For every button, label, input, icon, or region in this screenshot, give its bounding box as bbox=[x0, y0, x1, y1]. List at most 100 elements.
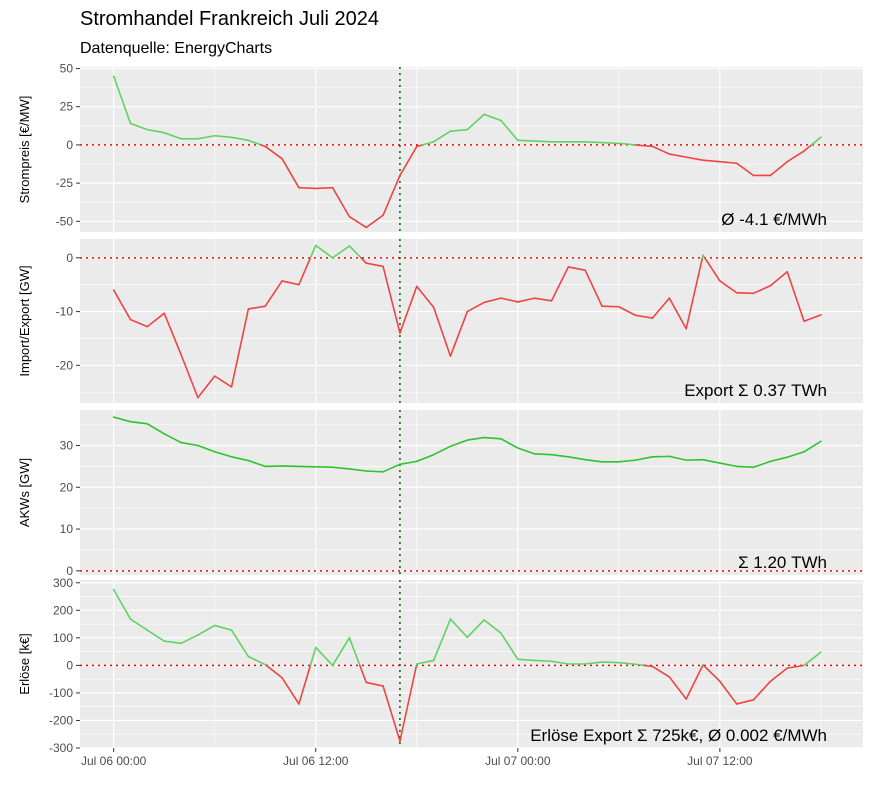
series-segment bbox=[769, 160, 789, 177]
series-segment bbox=[735, 699, 755, 705]
series-segment bbox=[685, 257, 704, 330]
series-segment bbox=[314, 646, 334, 667]
series-segment bbox=[735, 162, 755, 177]
y-tick-label: -20 bbox=[56, 358, 74, 372]
series-segment bbox=[382, 265, 401, 334]
series-segment bbox=[651, 297, 671, 319]
series-segment bbox=[359, 664, 368, 684]
series-segment bbox=[247, 459, 267, 468]
panel-annotation: Export Σ 0.37 TWh bbox=[684, 381, 827, 400]
series-segment bbox=[449, 618, 469, 639]
x-tick-label: Jul 07 12:00 bbox=[687, 754, 753, 768]
series-segment bbox=[399, 460, 418, 466]
series-segment bbox=[634, 314, 654, 319]
series-segment bbox=[197, 444, 216, 453]
series-segment bbox=[803, 440, 822, 453]
series-segment bbox=[382, 463, 401, 473]
series-segment bbox=[432, 130, 452, 143]
series-segment bbox=[298, 186, 317, 190]
series-segment bbox=[668, 297, 687, 330]
series-segment bbox=[163, 131, 182, 140]
series-segment bbox=[382, 174, 401, 216]
y-tick-label: 10 bbox=[60, 522, 74, 536]
series-segment bbox=[618, 459, 637, 463]
series-segment bbox=[112, 588, 132, 620]
series-segment bbox=[146, 629, 165, 642]
series-segment bbox=[719, 462, 738, 468]
series-segment bbox=[298, 664, 312, 705]
series-segment bbox=[584, 458, 603, 463]
panel-background bbox=[80, 410, 863, 575]
series-segment bbox=[769, 270, 789, 287]
y-tick-label: -300 bbox=[49, 741, 73, 755]
series-segment bbox=[769, 667, 789, 683]
series-segment bbox=[601, 661, 620, 664]
series-segment bbox=[483, 297, 502, 304]
series-segment bbox=[517, 297, 536, 303]
x-tick-label: Jul 07 00:00 bbox=[485, 754, 551, 768]
series-segment bbox=[651, 665, 671, 678]
panel-background bbox=[80, 67, 863, 232]
series-segment bbox=[601, 141, 620, 145]
series-segment bbox=[146, 312, 165, 328]
series-segment bbox=[618, 142, 637, 146]
series-segment bbox=[309, 244, 317, 259]
y-axis-title: Erlöse [k€] bbox=[17, 633, 32, 694]
series-segment bbox=[483, 619, 502, 634]
series-segment bbox=[449, 310, 469, 358]
series-segment bbox=[314, 244, 334, 259]
series-segment bbox=[432, 445, 452, 456]
series-segment bbox=[685, 664, 704, 700]
series-segment bbox=[803, 314, 822, 323]
series-segment bbox=[752, 460, 772, 469]
panels-group: 50 25 0 -25 -50 Strompreis [€/MW] Ø -4.1 €/MWh… bbox=[17, 62, 863, 755]
series-segment bbox=[643, 664, 654, 668]
series-segment bbox=[786, 664, 805, 669]
series-segment bbox=[348, 637, 361, 667]
series-segment bbox=[466, 113, 485, 131]
panel-annotation: Σ 1.20 TWh bbox=[738, 553, 827, 572]
series-segment bbox=[719, 280, 738, 294]
y-tick-label: -25 bbox=[56, 176, 74, 190]
series-segment bbox=[466, 619, 485, 639]
panel-background bbox=[80, 239, 863, 403]
series-segment bbox=[685, 156, 704, 161]
series-segment bbox=[584, 661, 603, 665]
series-segment bbox=[533, 453, 553, 456]
y-tick-label: -100 bbox=[49, 686, 73, 700]
y-tick-label: 200 bbox=[53, 603, 73, 617]
series-segment bbox=[483, 436, 502, 440]
series-segment bbox=[786, 270, 805, 323]
series-segment bbox=[415, 659, 435, 665]
y-axis-title: Import/Export [GW] bbox=[17, 265, 32, 376]
series-segment bbox=[432, 618, 452, 662]
series-segment bbox=[567, 455, 586, 461]
series-segment bbox=[281, 676, 300, 705]
series-segment bbox=[309, 646, 317, 667]
series-segment bbox=[399, 145, 418, 177]
series-segment bbox=[618, 661, 637, 666]
series-segment bbox=[466, 301, 485, 313]
panel-background bbox=[80, 580, 863, 748]
series-segment bbox=[702, 458, 721, 464]
series-segment bbox=[550, 453, 570, 458]
panel-1: 50 25 0 -25 -50 Strompreis [€/MW] Ø -4.1 €/MWh bbox=[17, 62, 863, 232]
series-segment bbox=[197, 134, 216, 140]
series-segment bbox=[584, 269, 603, 308]
y-tick-label: 20 bbox=[60, 480, 74, 494]
series-segment bbox=[533, 140, 553, 143]
series-segment bbox=[449, 128, 469, 132]
series-segment bbox=[702, 664, 721, 683]
series-segment bbox=[500, 632, 519, 661]
series-segment bbox=[112, 289, 132, 321]
series-segment bbox=[421, 141, 435, 146]
series-segment bbox=[449, 439, 469, 448]
series-segment bbox=[180, 353, 199, 399]
series-segment bbox=[668, 676, 687, 700]
panel-2: 0 -10 -20 Import/Export [GW] Export Σ 0.37 T… bbox=[17, 239, 863, 403]
panel-3: 30 20 10 0 AKWs [GW] Σ 1.20 TWh bbox=[17, 410, 863, 578]
series-segment bbox=[331, 245, 351, 259]
y-tick-label: -10 bbox=[56, 305, 74, 319]
y-tick-label: 50 bbox=[60, 62, 74, 76]
series-segment bbox=[382, 685, 401, 742]
